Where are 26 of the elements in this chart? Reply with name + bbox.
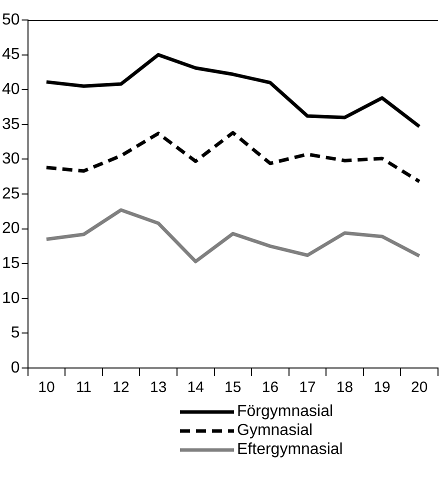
y-tick-label: 5 [10,324,20,342]
y-tick-label: 25 [2,185,20,202]
legend-label: Förgymnasial [237,402,334,420]
x-tick-label: 19 [374,379,390,396]
x-tick-label: 12 [112,379,130,396]
x-tick-label: 16 [262,379,279,396]
y-tick-label: 40 [2,81,20,98]
y-tick-label: 20 [2,220,20,238]
y-tick-label: 50 [2,11,20,28]
legend-label: Eftergymnasial [237,440,343,458]
y-tick-label: 0 [10,359,20,376]
x-tick-label: 14 [187,379,204,396]
line-series [44,131,422,184]
y-tick-label: 30 [2,150,20,168]
x-tick-label: 18 [336,379,354,396]
x-tick-label: 13 [150,379,167,396]
x-tick-label: 20 [411,379,428,396]
x-tick-label: 17 [299,379,316,396]
y-tick-label: 35 [2,116,20,133]
y-tick-label: 10 [2,290,20,307]
y-tick-label: 45 [2,46,20,64]
legend-label: Gymnasial [237,422,313,440]
x-tick-label: 11 [76,379,92,396]
y-tick-label: 15 [2,255,20,272]
x-tick-label: 10 [38,379,55,396]
x-tick-label: 15 [224,379,242,396]
